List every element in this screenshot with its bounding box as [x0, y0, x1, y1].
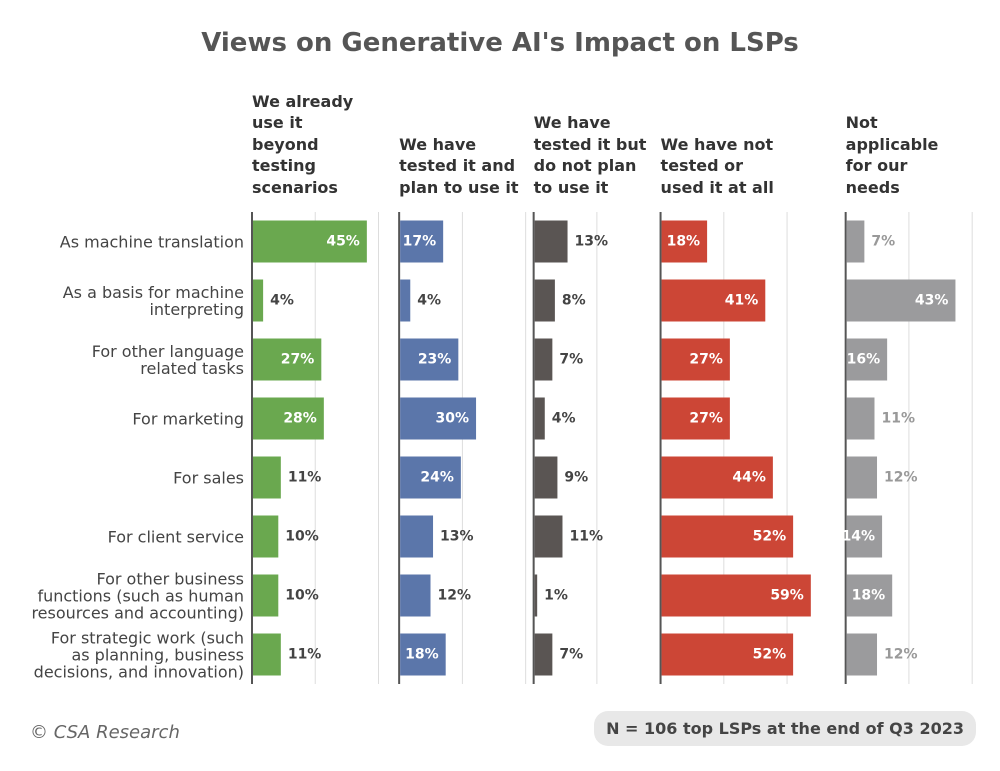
- value-label: 28%: [283, 411, 317, 427]
- bar: [661, 338, 730, 381]
- value-label: 9%: [564, 470, 588, 486]
- bar: [400, 338, 459, 381]
- value-label: 11%: [569, 529, 603, 545]
- value-label: 45%: [326, 234, 360, 250]
- bar: [534, 338, 553, 381]
- bar: [253, 397, 324, 440]
- value-label: 1%: [544, 588, 568, 604]
- bar: [534, 574, 538, 617]
- bar: [846, 279, 956, 322]
- value-label: 8%: [562, 293, 586, 309]
- value-label: 4%: [270, 293, 294, 309]
- bar: [846, 515, 883, 558]
- category-label: For other language related tasks: [91, 341, 244, 378]
- category-label: As a basis for machine interpreting: [62, 282, 244, 319]
- value-label: 10%: [285, 588, 319, 604]
- value-label: 59%: [770, 588, 804, 604]
- source: © CSA Research: [30, 722, 180, 743]
- value-label: 43%: [915, 293, 949, 309]
- bar: [846, 633, 878, 676]
- value-label: 13%: [575, 234, 609, 250]
- bar: [534, 515, 563, 558]
- bar: [534, 220, 568, 263]
- value-label: 44%: [732, 470, 766, 486]
- series-header: We have not tested or used it at all: [660, 134, 774, 197]
- series-header: We already use it beyond testing scenari…: [252, 91, 354, 197]
- bar: [661, 220, 708, 263]
- bar: [400, 633, 446, 676]
- bar: [400, 397, 477, 440]
- category-label: For marketing: [132, 409, 244, 428]
- value-label: 30%: [436, 411, 470, 427]
- value-label: 11%: [881, 411, 915, 427]
- value-label: 24%: [420, 470, 454, 486]
- category-label: For other business functions (such as hu…: [31, 569, 244, 622]
- bar: [400, 574, 431, 617]
- bar: [534, 633, 553, 676]
- value-label: 14%: [842, 529, 876, 545]
- value-label: 27%: [689, 411, 723, 427]
- value-label: 18%: [405, 647, 439, 663]
- series-header: We have tested it and plan to use it: [399, 134, 519, 197]
- value-label: 11%: [288, 647, 322, 663]
- bar: [253, 574, 279, 617]
- bar: [400, 220, 444, 263]
- value-label: 13%: [440, 529, 474, 545]
- bar: [846, 456, 878, 499]
- bar: [534, 456, 558, 499]
- bar: [253, 633, 281, 676]
- value-label: 27%: [689, 352, 723, 368]
- category-label: For client service: [107, 527, 244, 546]
- category-label: For sales: [173, 468, 244, 487]
- chart-title: Views on Generative AI's Impact on LSPs: [201, 28, 799, 58]
- value-label: 12%: [438, 588, 472, 604]
- series-header: Not applicable for our needs: [845, 113, 939, 197]
- bar: [400, 515, 434, 558]
- bar: [400, 456, 461, 499]
- value-label: 52%: [753, 529, 787, 545]
- value-label: 7%: [559, 647, 583, 663]
- bar: [661, 279, 766, 322]
- bar: [253, 279, 264, 322]
- value-label: 52%: [753, 647, 787, 663]
- value-label: 7%: [871, 234, 895, 250]
- note: N = 106 top LSPs at the end of Q3 2023: [594, 711, 976, 746]
- bar: [846, 397, 875, 440]
- value-label: 12%: [884, 647, 918, 663]
- bar: [661, 456, 773, 499]
- bar: [253, 338, 322, 381]
- bar: [253, 515, 279, 558]
- category-label: For strategic work (such as planning, bu…: [33, 628, 244, 681]
- value-label: 18%: [852, 588, 886, 604]
- bar: [661, 574, 811, 617]
- value-label: 4%: [417, 293, 441, 309]
- value-label: 27%: [281, 352, 315, 368]
- bar: [661, 633, 794, 676]
- value-label: 11%: [288, 470, 322, 486]
- bar: [661, 397, 730, 440]
- value-label: 4%: [552, 411, 576, 427]
- bar: [661, 515, 794, 558]
- value-label: 10%: [285, 529, 319, 545]
- bar: [846, 574, 893, 617]
- series-header: We have tested it but do not plan to use…: [533, 113, 647, 197]
- value-label: 17%: [403, 234, 437, 250]
- bar: [846, 220, 865, 263]
- bar: [534, 279, 555, 322]
- value-label: 41%: [725, 293, 759, 309]
- bar: [253, 220, 367, 263]
- value-label: 23%: [418, 352, 452, 368]
- bar: [534, 397, 545, 440]
- bar: [846, 338, 888, 381]
- value-label: 12%: [884, 470, 918, 486]
- bar: [253, 456, 281, 499]
- bar: [400, 279, 411, 322]
- value-label: 16%: [847, 352, 881, 368]
- category-label: As machine translation: [59, 232, 244, 251]
- value-label: 18%: [667, 234, 701, 250]
- value-label: 7%: [559, 352, 583, 368]
